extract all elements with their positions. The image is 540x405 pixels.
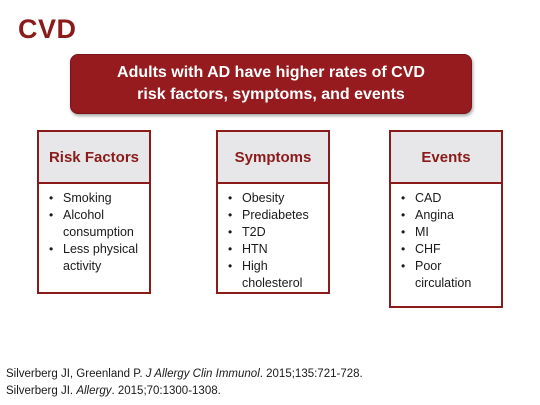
list-item: • High cholesterol — [228, 259, 303, 290]
events-header: Events — [391, 132, 501, 184]
risk-factors-header: Risk Factors — [39, 132, 149, 184]
banner-line-2: risk factors, symptoms, and events — [137, 86, 405, 103]
bullet-icon: • — [401, 225, 406, 239]
list-item: • T2D — [228, 225, 266, 239]
slide-title: CVD — [18, 14, 77, 44]
list-item: • CHF — [401, 242, 441, 256]
bullet-icon: • — [228, 259, 233, 273]
list-item: • Angina — [401, 208, 454, 222]
list-item: • HTN — [228, 242, 268, 256]
bullet-icon: • — [228, 191, 233, 205]
symptoms-header: Symptoms — [218, 132, 328, 184]
bullet-icon: • — [49, 191, 54, 205]
bullet-icon: • — [228, 242, 233, 256]
list-item: • CAD — [401, 191, 442, 205]
references: Silverberg JI, Greenland P. J Allergy Cl… — [6, 366, 363, 400]
bullet-icon: • — [49, 208, 54, 222]
risk-factors-column: Risk Factors • Smoking • Alcohol consumpti… — [37, 130, 151, 294]
reference-1: Silverberg JI, Greenland P. J Allergy Cl… — [6, 368, 363, 380]
symptoms-column: Symptoms • Obesity • Prediabetes • T2D • HTN… — [216, 130, 330, 294]
reference-2: Silverberg JI. Allergy. 2015;70:1300-130… — [6, 385, 221, 397]
bullet-icon: • — [401, 259, 406, 273]
list-item: • MI — [401, 225, 429, 239]
risk-factors-list: • Smoking • Alcohol consumption • Less phys… — [47, 190, 143, 275]
list-item: • Less physical activity — [49, 242, 139, 273]
banner-line-1: Adults with AD have higher rates of CVD — [117, 64, 425, 81]
events-list: • CAD • Angina • MI • CHF • Poor circulation — [399, 190, 495, 292]
list-item: • Obesity — [228, 191, 285, 205]
bullet-icon: • — [49, 242, 54, 256]
list-item: • Alcohol consumption — [49, 208, 134, 239]
bullet-icon: • — [401, 208, 406, 222]
events-column: Events • CAD • Angina • MI • CHF • Poor circu… — [389, 130, 503, 308]
bullet-icon: • — [401, 242, 406, 256]
bullet-icon: • — [228, 208, 233, 222]
list-item: • Poor circulation — [401, 259, 472, 290]
list-item: • Smoking — [49, 191, 112, 205]
bullet-icon: • — [401, 191, 406, 205]
bullet-icon: • — [228, 225, 233, 239]
list-item: • Prediabetes — [228, 208, 309, 222]
symptoms-list: • Obesity • Prediabetes • T2D • HTN • High ch… — [226, 190, 322, 292]
key-finding-banner: Adults with AD have higher rates of CVD … — [70, 54, 472, 114]
